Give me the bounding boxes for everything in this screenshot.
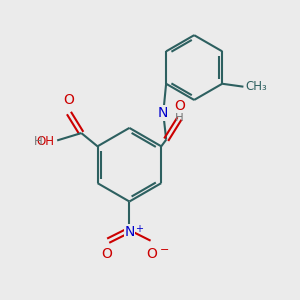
Text: O: O [147,247,158,261]
Text: +: + [135,224,143,234]
Text: O: O [174,99,185,112]
Text: O: O [64,93,74,107]
Text: CH₃: CH₃ [245,80,267,93]
Text: H: H [174,111,183,124]
Text: N: N [124,225,135,239]
Text: H: H [34,135,43,148]
Text: −: − [160,245,169,255]
Text: OH: OH [37,135,55,148]
Text: N: N [158,106,168,120]
Text: O: O [101,247,112,261]
